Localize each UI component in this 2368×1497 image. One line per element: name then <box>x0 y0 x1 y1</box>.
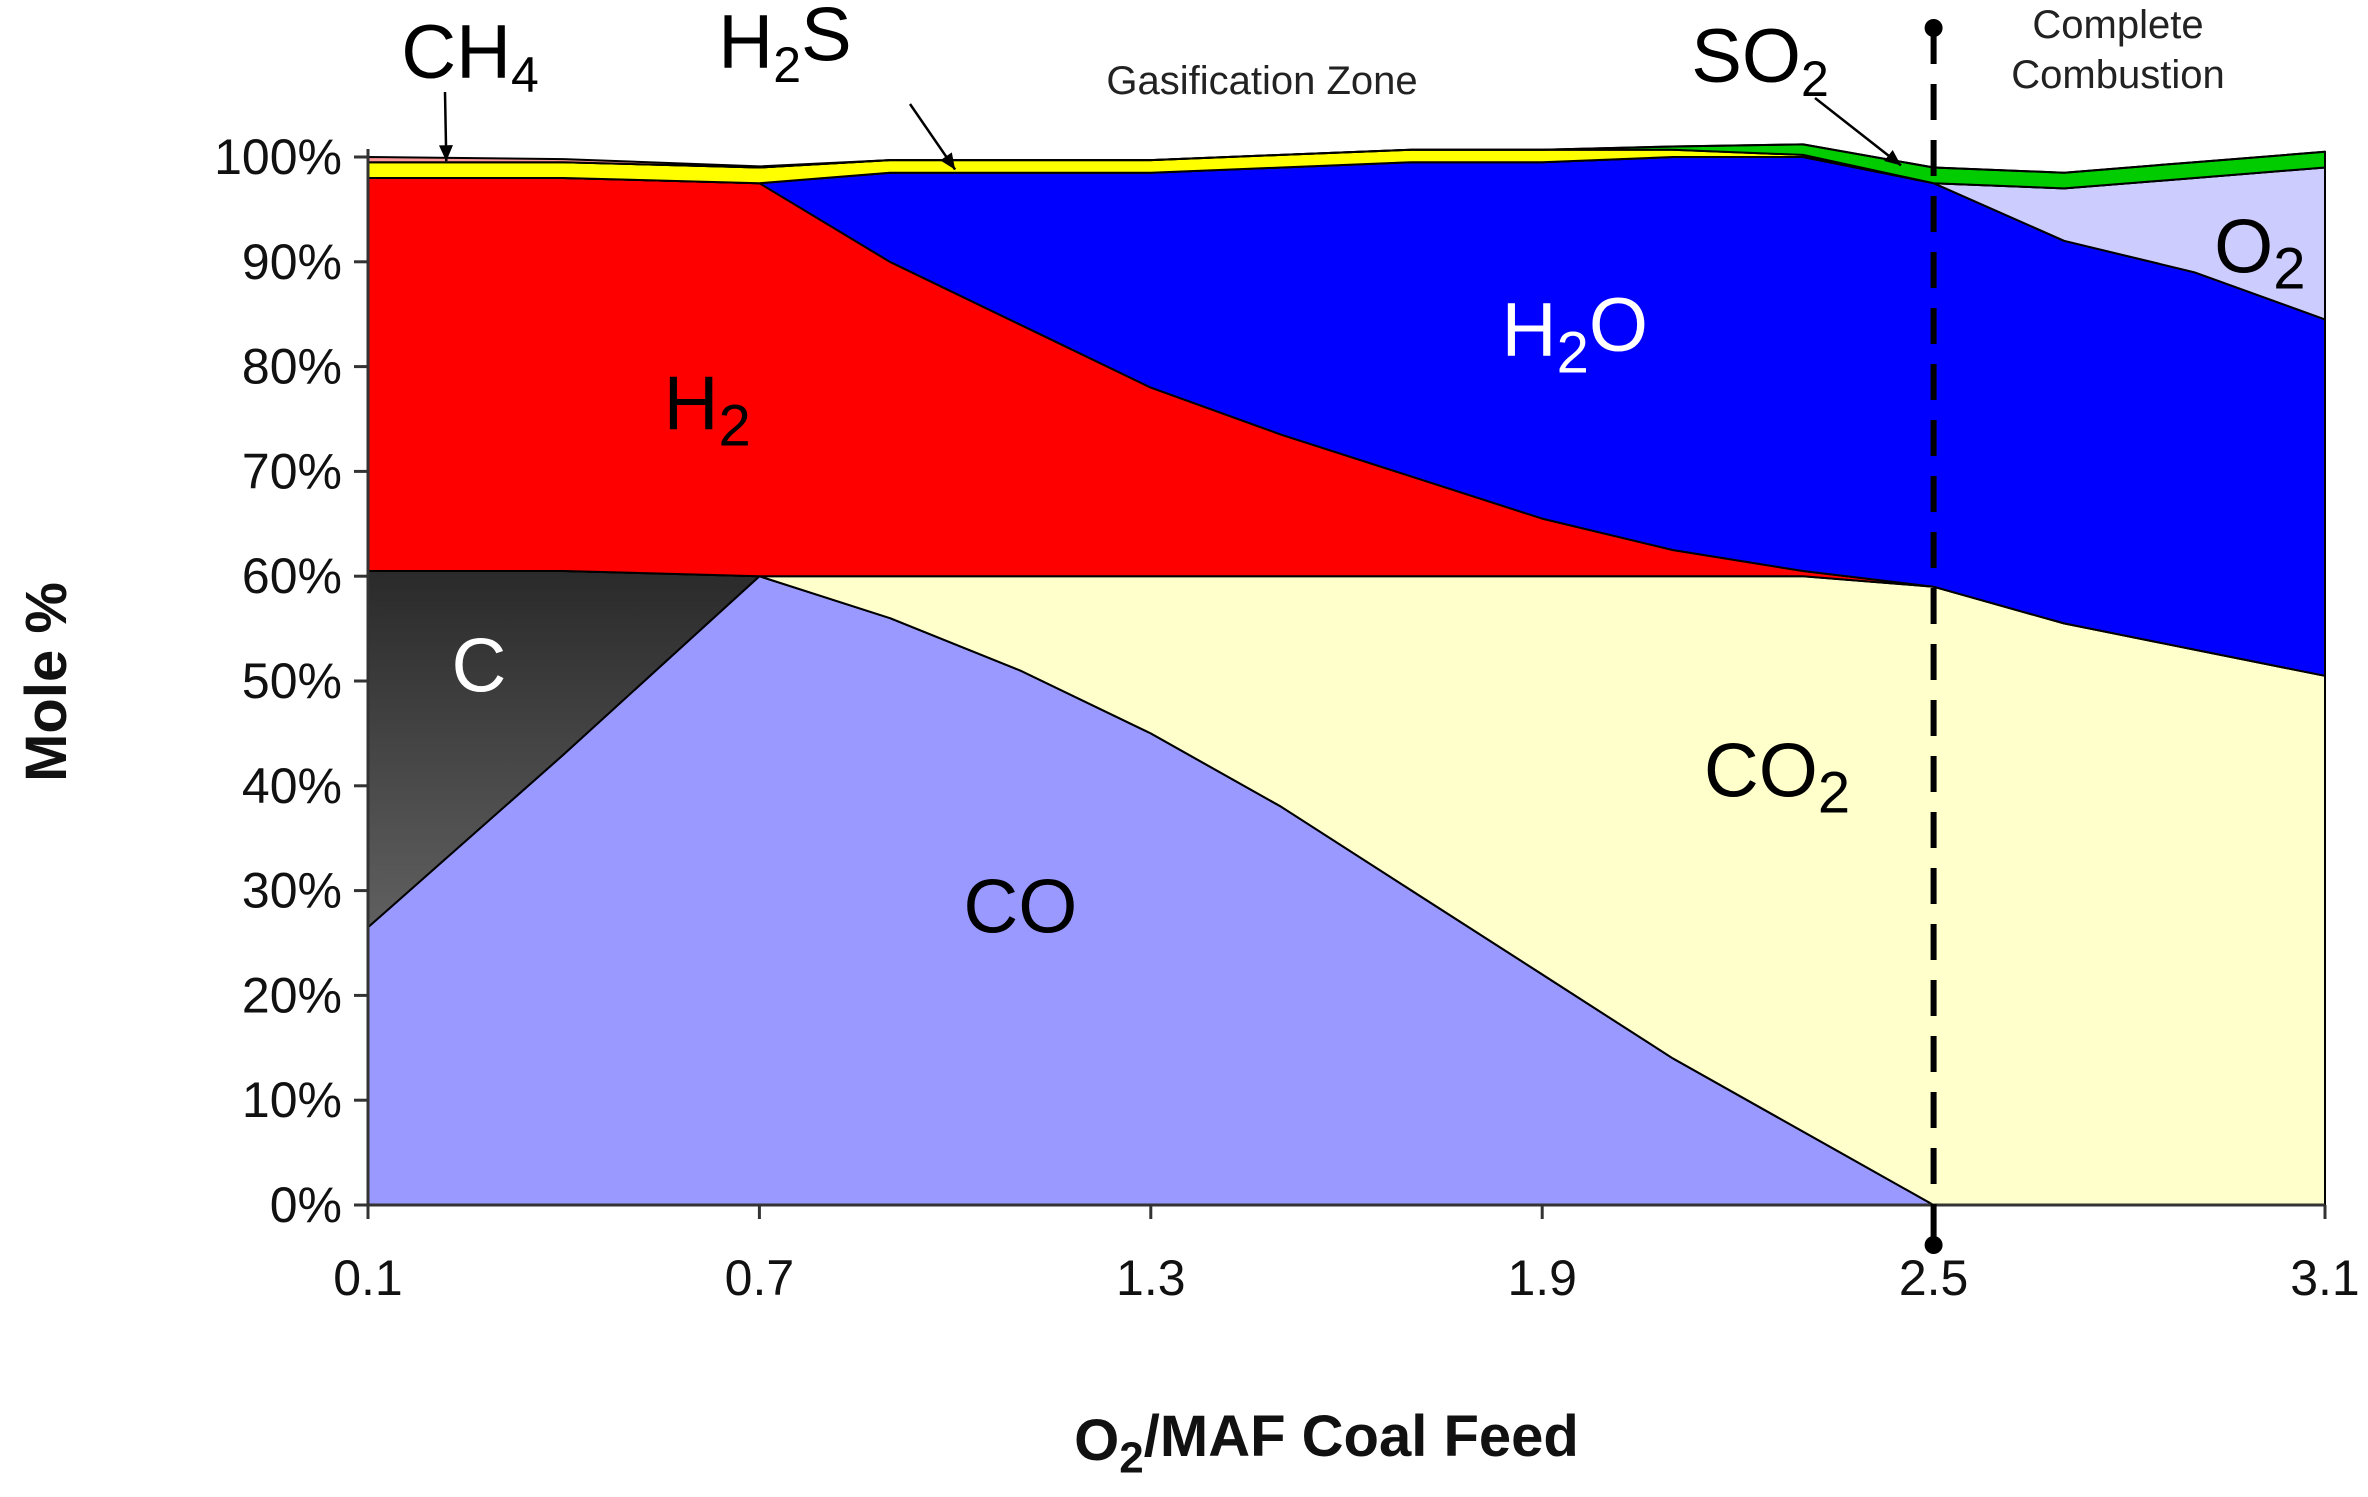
callout-label-ch4: CH4 <box>401 10 539 103</box>
x-tick-label: 2.5 <box>1899 1250 1969 1306</box>
annotation-gasification-zone: Gasification Zone <box>1106 59 1417 103</box>
y-tick-label: 0% <box>270 1177 342 1233</box>
x-tick-label: 1.9 <box>1507 1250 1577 1306</box>
axis-titles: O2/MAF Coal Feed Mole % <box>14 582 1579 1482</box>
series-label-h2o: H2O <box>1502 283 1648 385</box>
area-layer <box>367 143 2326 1206</box>
y-axis-title: Mole % <box>14 582 79 782</box>
area-ch4 <box>367 143 2326 174</box>
callout-arrowhead-so2 <box>1884 150 1901 166</box>
y-tick-label: 70% <box>242 443 342 499</box>
reference-line-top-marker <box>1924 19 1943 37</box>
series-label-c: C <box>451 623 506 708</box>
series-label-co2: CO2 <box>1704 728 1850 825</box>
x-tick-label: 1.3 <box>1116 1250 1186 1306</box>
x-tick-label: 0.7 <box>725 1250 795 1306</box>
x-axis-title: O2/MAF Coal Feed <box>1074 1404 1579 1482</box>
y-tick-label: 60% <box>242 548 342 604</box>
y-tick-label: 40% <box>242 758 342 814</box>
y-tick-label: 80% <box>242 339 342 395</box>
callout-label-h2s: H2S <box>718 0 851 93</box>
y-tick-label: 90% <box>242 234 342 290</box>
reference-line-group: Complete Combustion <box>1924 3 2225 1254</box>
callout-arrow-so2 <box>1814 97 1902 167</box>
callout-arrowhead-ch4 <box>438 145 453 162</box>
callout-arrowhead-h2s <box>940 152 956 170</box>
y-tick-label: 20% <box>242 967 342 1023</box>
axes: 0% 10% 20% 30% 40% 50% 60% 70% 80% 90% 100% 0.1 0.7 1… <box>214 129 2360 1306</box>
x-tick-label: 0.1 <box>333 1250 403 1306</box>
reference-line-label: Complete Combustion <box>2011 3 2224 97</box>
x-tick-label: 3.1 <box>2290 1250 2360 1306</box>
series-label-layer: CO C CO2 H2 H2O O2 CH4 H2S SO2 Gasification Zone <box>401 0 2305 950</box>
y-tick-label: 10% <box>242 1072 342 1128</box>
reference-line-bottom-marker <box>1924 1236 1943 1254</box>
y-tick-label: 100% <box>214 129 342 185</box>
series-label-co: CO <box>963 865 1077 950</box>
series-label-o2: O2 <box>2214 204 2305 301</box>
series-label-h2: H2 <box>664 361 751 458</box>
y-tick-label: 30% <box>242 863 342 919</box>
y-tick-label: 50% <box>242 653 342 709</box>
callout-label-so2: SO2 <box>1691 14 1829 107</box>
